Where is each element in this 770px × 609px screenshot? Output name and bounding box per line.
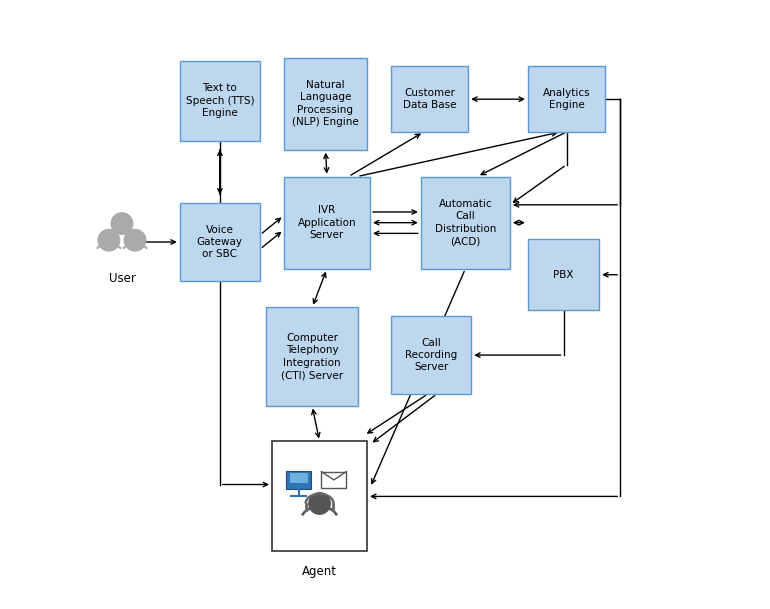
FancyBboxPatch shape — [286, 471, 311, 489]
FancyBboxPatch shape — [284, 177, 370, 269]
FancyBboxPatch shape — [420, 177, 510, 269]
Text: PBX: PBX — [554, 270, 574, 280]
Text: Call
Recording
Server: Call Recording Server — [405, 337, 457, 373]
Text: Customer
Data Base: Customer Data Base — [403, 88, 457, 110]
FancyBboxPatch shape — [527, 239, 599, 311]
Text: Voice
Gateway
or SBC: Voice Gateway or SBC — [197, 225, 243, 259]
Text: Analytics
Engine: Analytics Engine — [543, 88, 591, 110]
FancyBboxPatch shape — [321, 471, 346, 488]
Circle shape — [98, 230, 119, 251]
Text: IVR
Application
Server: IVR Application Server — [298, 205, 357, 240]
Text: Agent: Agent — [302, 565, 337, 577]
FancyBboxPatch shape — [527, 66, 605, 132]
Circle shape — [124, 230, 146, 251]
FancyBboxPatch shape — [290, 473, 307, 484]
Circle shape — [309, 493, 330, 514]
FancyBboxPatch shape — [391, 66, 468, 132]
FancyBboxPatch shape — [179, 60, 260, 141]
Text: Automatic
Call
Distribution
(ACD): Automatic Call Distribution (ACD) — [434, 199, 496, 246]
Text: User: User — [109, 272, 136, 285]
Text: Natural
Language
Processing
(NLP) Engine: Natural Language Processing (NLP) Engine — [292, 80, 359, 127]
FancyBboxPatch shape — [266, 308, 358, 406]
FancyBboxPatch shape — [272, 442, 367, 552]
FancyBboxPatch shape — [284, 57, 367, 150]
Text: Text to
Speech (TTS)
Engine: Text to Speech (TTS) Engine — [186, 83, 254, 118]
Circle shape — [111, 213, 132, 234]
FancyBboxPatch shape — [391, 317, 471, 394]
FancyBboxPatch shape — [179, 203, 260, 281]
Text: Computer
Telephony
Integration
(CTI) Server: Computer Telephony Integration (CTI) Ser… — [281, 333, 343, 380]
